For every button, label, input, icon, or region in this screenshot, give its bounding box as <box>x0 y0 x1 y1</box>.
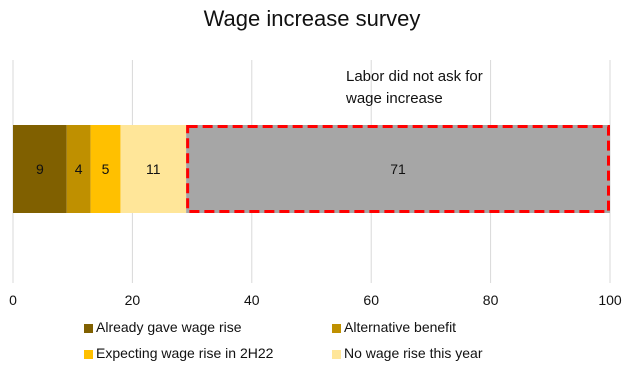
bar-segment-3 <box>120 125 187 213</box>
x-tick-label-60: 60 <box>363 292 379 308</box>
legend-label: Expecting wage rise in 2H22 <box>96 345 274 361</box>
legend-swatch <box>84 324 93 333</box>
legend-swatch <box>332 324 341 333</box>
x-tick-label-100: 100 <box>598 292 622 308</box>
legend-item-no-wage-rise: No wage rise this year <box>332 344 483 362</box>
x-tick-label-80: 80 <box>483 292 499 308</box>
chart-title: Wage increase survey <box>203 6 421 31</box>
bar-segment-2 <box>90 125 121 213</box>
x-tick-label-20: 20 <box>125 292 141 308</box>
legend-label: Already gave wage rise <box>96 319 242 335</box>
data-label-1: 4 <box>75 161 83 177</box>
legend-item-expecting-wage-rise: Expecting wage rise in 2H22 <box>84 344 273 362</box>
data-label-0: 9 <box>36 161 44 177</box>
legend-label: Alternative benefit <box>344 319 457 335</box>
data-label-3: 11 <box>146 161 161 177</box>
highlight-box <box>186 125 610 213</box>
annotation-line-2: wage increase <box>346 90 443 107</box>
bar-segment-1 <box>66 125 91 213</box>
x-tick-label-40: 40 <box>244 292 260 308</box>
legend-swatch <box>332 350 341 359</box>
annotation-callout: Labor did not ask for wage increase <box>346 66 483 110</box>
bar-segment-0 <box>13 125 67 213</box>
legend-item-alternative-benefit: Alternative benefit <box>332 318 456 336</box>
data-label-4: 71 <box>390 161 406 177</box>
legend-label: No wage rise this year <box>344 345 483 361</box>
data-label-2: 5 <box>102 161 110 177</box>
legend-item-already-gave-wage-rise: Already gave wage rise <box>84 318 242 336</box>
x-tick-label-0: 0 <box>9 292 17 308</box>
legend-swatch <box>84 350 93 359</box>
bar-segment-4 <box>186 125 610 213</box>
annotation-line-1: Labor did not ask for <box>346 68 483 85</box>
